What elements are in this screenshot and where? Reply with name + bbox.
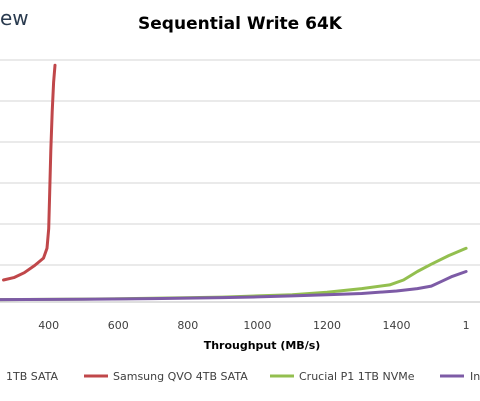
x-tick-label: 1200 xyxy=(313,319,341,332)
x-tick-label: 1000 xyxy=(243,319,271,332)
series-line-1 xyxy=(2,63,57,282)
x-tick-label: 800 xyxy=(177,319,198,332)
legend-label-3: In xyxy=(470,370,480,383)
x-tick-label: 1 xyxy=(463,319,470,332)
x-axis-title: Throughput (MB/s) xyxy=(204,339,321,352)
series-line-3 xyxy=(0,270,468,302)
site-logo: ew xyxy=(0,6,29,30)
x-tick-label: 400 xyxy=(38,319,59,332)
legend-label-1: Samsung QVO 4TB SATA xyxy=(113,370,248,383)
legend-label-0: 1TB SATA xyxy=(6,370,58,383)
x-tick-label: 1400 xyxy=(383,319,411,332)
legend-label-2: Crucial P1 1TB NVMe xyxy=(299,370,415,383)
chart-title: Sequential Write 64K xyxy=(138,14,342,34)
x-tick-label: 600 xyxy=(108,319,129,332)
